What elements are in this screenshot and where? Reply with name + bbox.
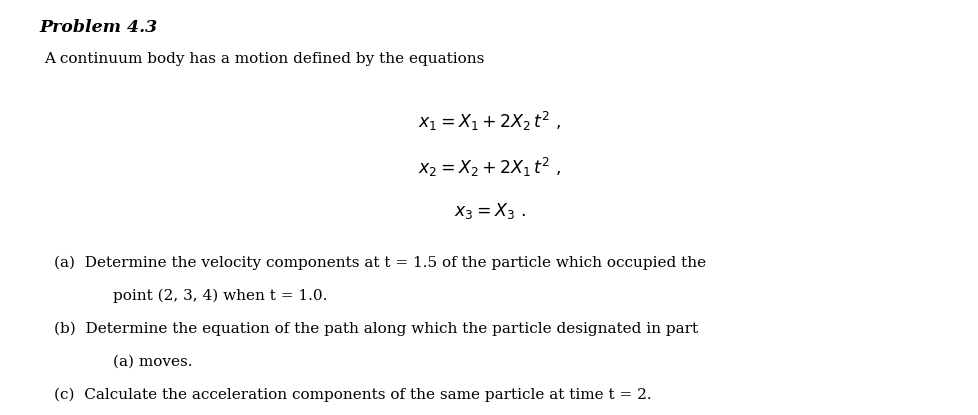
- Text: $x_1 = X_1 + 2X_2\,t^2\ ,$: $x_1 = X_1 + 2X_2\,t^2\ ,$: [418, 110, 560, 133]
- Text: A continuum body has a motion defined by the equations: A continuum body has a motion defined by…: [44, 52, 484, 66]
- Text: (a) moves.: (a) moves.: [112, 355, 192, 369]
- Text: (c)  Calculate the acceleration components of the same particle at time t = 2.: (c) Calculate the acceleration component…: [54, 388, 650, 403]
- Text: (b)  Determine the equation of the path along which the particle designated in p: (b) Determine the equation of the path a…: [54, 322, 697, 336]
- Text: $x_2 = X_2 + 2X_1\,t^2\ ,$: $x_2 = X_2 + 2X_1\,t^2\ ,$: [418, 156, 560, 179]
- Text: point (2, 3, 4) when t = 1.0.: point (2, 3, 4) when t = 1.0.: [112, 288, 327, 303]
- Text: Problem 4.3: Problem 4.3: [39, 19, 157, 36]
- Text: (a)  Determine the velocity components at t = 1.5 of the particle which occupied: (a) Determine the velocity components at…: [54, 255, 705, 270]
- Text: $x_3 = X_3\ .$: $x_3 = X_3\ .$: [453, 201, 525, 221]
